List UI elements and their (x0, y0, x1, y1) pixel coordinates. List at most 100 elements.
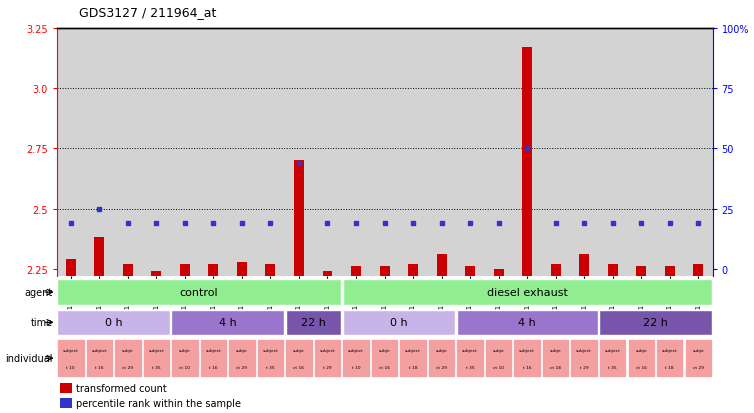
Text: subject: subject (520, 349, 535, 352)
Bar (60, 398, 72, 408)
Text: t 29: t 29 (323, 365, 332, 369)
Bar (208, 264, 219, 276)
Text: ct 10: ct 10 (493, 365, 504, 369)
Bar (408, 264, 418, 276)
Bar (693, 264, 703, 276)
Text: t 29: t 29 (580, 365, 589, 369)
Bar (550, 264, 561, 276)
Bar (379, 267, 390, 276)
Text: ct 29: ct 29 (693, 365, 703, 369)
Text: subject: subject (605, 349, 621, 352)
Bar (400, 339, 427, 377)
Bar (627, 339, 655, 377)
Bar (171, 310, 284, 335)
Text: 4 h: 4 h (518, 317, 536, 327)
Bar (685, 339, 712, 377)
Bar (571, 339, 598, 377)
Bar (542, 339, 569, 377)
Text: subject: subject (63, 349, 78, 352)
Text: subject: subject (405, 349, 421, 352)
Text: subje: subje (293, 349, 305, 352)
Text: t 35: t 35 (152, 365, 161, 369)
Bar (114, 339, 142, 377)
Text: ct 29: ct 29 (237, 365, 247, 369)
Text: agent: agent (25, 287, 53, 297)
Text: GDS3127 / 211964_at: GDS3127 / 211964_at (79, 6, 216, 19)
Text: subje: subje (550, 349, 562, 352)
Bar (94, 238, 104, 276)
Bar (228, 339, 256, 377)
Bar (428, 339, 455, 377)
Text: individual: individual (5, 353, 53, 363)
Text: ct 29: ct 29 (436, 365, 447, 369)
Bar (143, 339, 170, 377)
Bar (494, 269, 504, 276)
Bar (342, 339, 369, 377)
Bar (57, 339, 84, 377)
Bar (257, 339, 284, 377)
Text: time: time (31, 318, 53, 328)
Bar (57, 280, 341, 305)
Text: ct 29: ct 29 (122, 365, 133, 369)
Bar (294, 161, 304, 276)
Bar (636, 267, 646, 276)
Text: t 16: t 16 (523, 365, 532, 369)
Text: 22 h: 22 h (643, 317, 668, 327)
Bar (599, 310, 712, 335)
Text: transformed count: transformed count (76, 383, 167, 393)
Text: subje: subje (236, 349, 248, 352)
Text: subject: subject (149, 349, 164, 352)
Bar (608, 264, 618, 276)
Text: t 18: t 18 (409, 365, 418, 369)
Text: ct 16: ct 16 (293, 365, 305, 369)
Text: subject: subject (462, 349, 478, 352)
Bar (599, 339, 627, 377)
Text: 22 h: 22 h (301, 317, 326, 327)
Text: t 10: t 10 (66, 365, 75, 369)
Bar (656, 339, 683, 377)
Text: subje: subje (636, 349, 647, 352)
Bar (123, 264, 133, 276)
Text: 0 h: 0 h (105, 317, 122, 327)
Bar (60, 383, 72, 393)
Bar (323, 271, 333, 276)
Text: t 16: t 16 (209, 365, 218, 369)
Text: ct 18: ct 18 (550, 365, 561, 369)
Text: subject: subject (662, 349, 678, 352)
Bar (351, 267, 361, 276)
Text: subje: subje (493, 349, 504, 352)
Bar (152, 271, 161, 276)
Bar (513, 339, 541, 377)
Bar (456, 339, 484, 377)
Bar (200, 339, 227, 377)
Text: t 35: t 35 (608, 365, 617, 369)
Text: percentile rank within the sample: percentile rank within the sample (76, 398, 241, 408)
Bar (285, 339, 313, 377)
Bar (523, 48, 532, 276)
Bar (465, 267, 475, 276)
Text: t 10: t 10 (351, 365, 360, 369)
Text: 0 h: 0 h (390, 317, 408, 327)
Bar (371, 339, 398, 377)
Text: subject: subject (206, 349, 222, 352)
Text: ct 16: ct 16 (636, 365, 647, 369)
Text: subject: subject (576, 349, 592, 352)
Text: t 35: t 35 (266, 365, 274, 369)
Bar (171, 339, 198, 377)
Bar (342, 280, 712, 305)
Text: control: control (180, 287, 219, 297)
Bar (237, 262, 247, 276)
Text: 4 h: 4 h (219, 317, 237, 327)
Bar (314, 339, 342, 377)
Bar (665, 267, 675, 276)
Text: subject: subject (348, 349, 364, 352)
Text: subje: subje (179, 349, 191, 352)
Text: subje: subje (692, 349, 704, 352)
Bar (485, 339, 512, 377)
Bar (57, 310, 170, 335)
Bar (180, 264, 190, 276)
Text: subject: subject (320, 349, 336, 352)
Text: t 35: t 35 (466, 365, 474, 369)
Bar (457, 310, 598, 335)
Bar (437, 255, 446, 276)
